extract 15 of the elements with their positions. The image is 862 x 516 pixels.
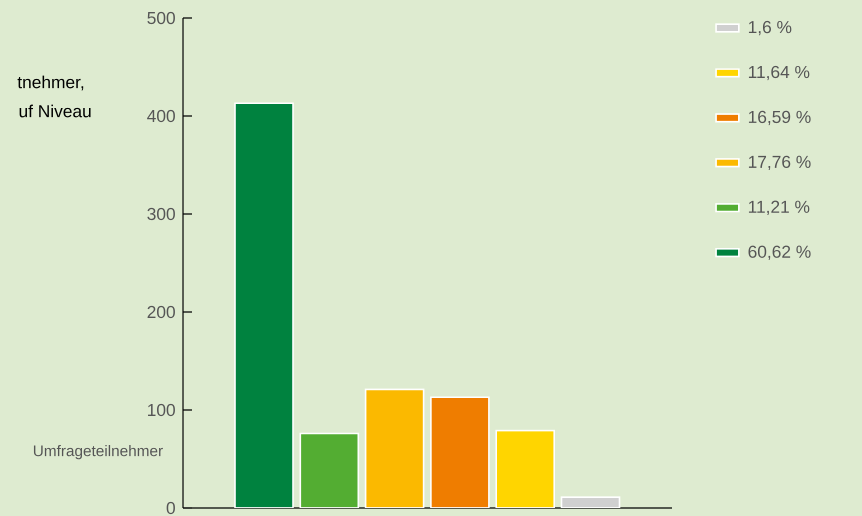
y-tick-label: 400 <box>147 110 175 122</box>
y-tick-label: 100 <box>148 404 175 416</box>
y-tick-label: 0 <box>166 502 175 514</box>
y-axis-title: Umfrageteilnehmer <box>34 444 163 460</box>
legend-label: 11,64 % <box>748 66 810 80</box>
y-tick-label: 200 <box>148 306 175 318</box>
legend-label: 11,21 % <box>748 200 810 215</box>
y-tick-label: 500 <box>147 12 175 24</box>
legend-label: 60,62 % <box>748 246 811 260</box>
y-tick-label: 300 <box>147 208 175 220</box>
legend-label: 16,59 % <box>748 110 811 126</box>
text: tnehmer, <box>18 76 84 90</box>
text: uf Niveau <box>20 104 91 118</box>
legend-label: 17,76 % <box>748 156 811 170</box>
legend-label: 1,6 % <box>748 20 792 36</box>
